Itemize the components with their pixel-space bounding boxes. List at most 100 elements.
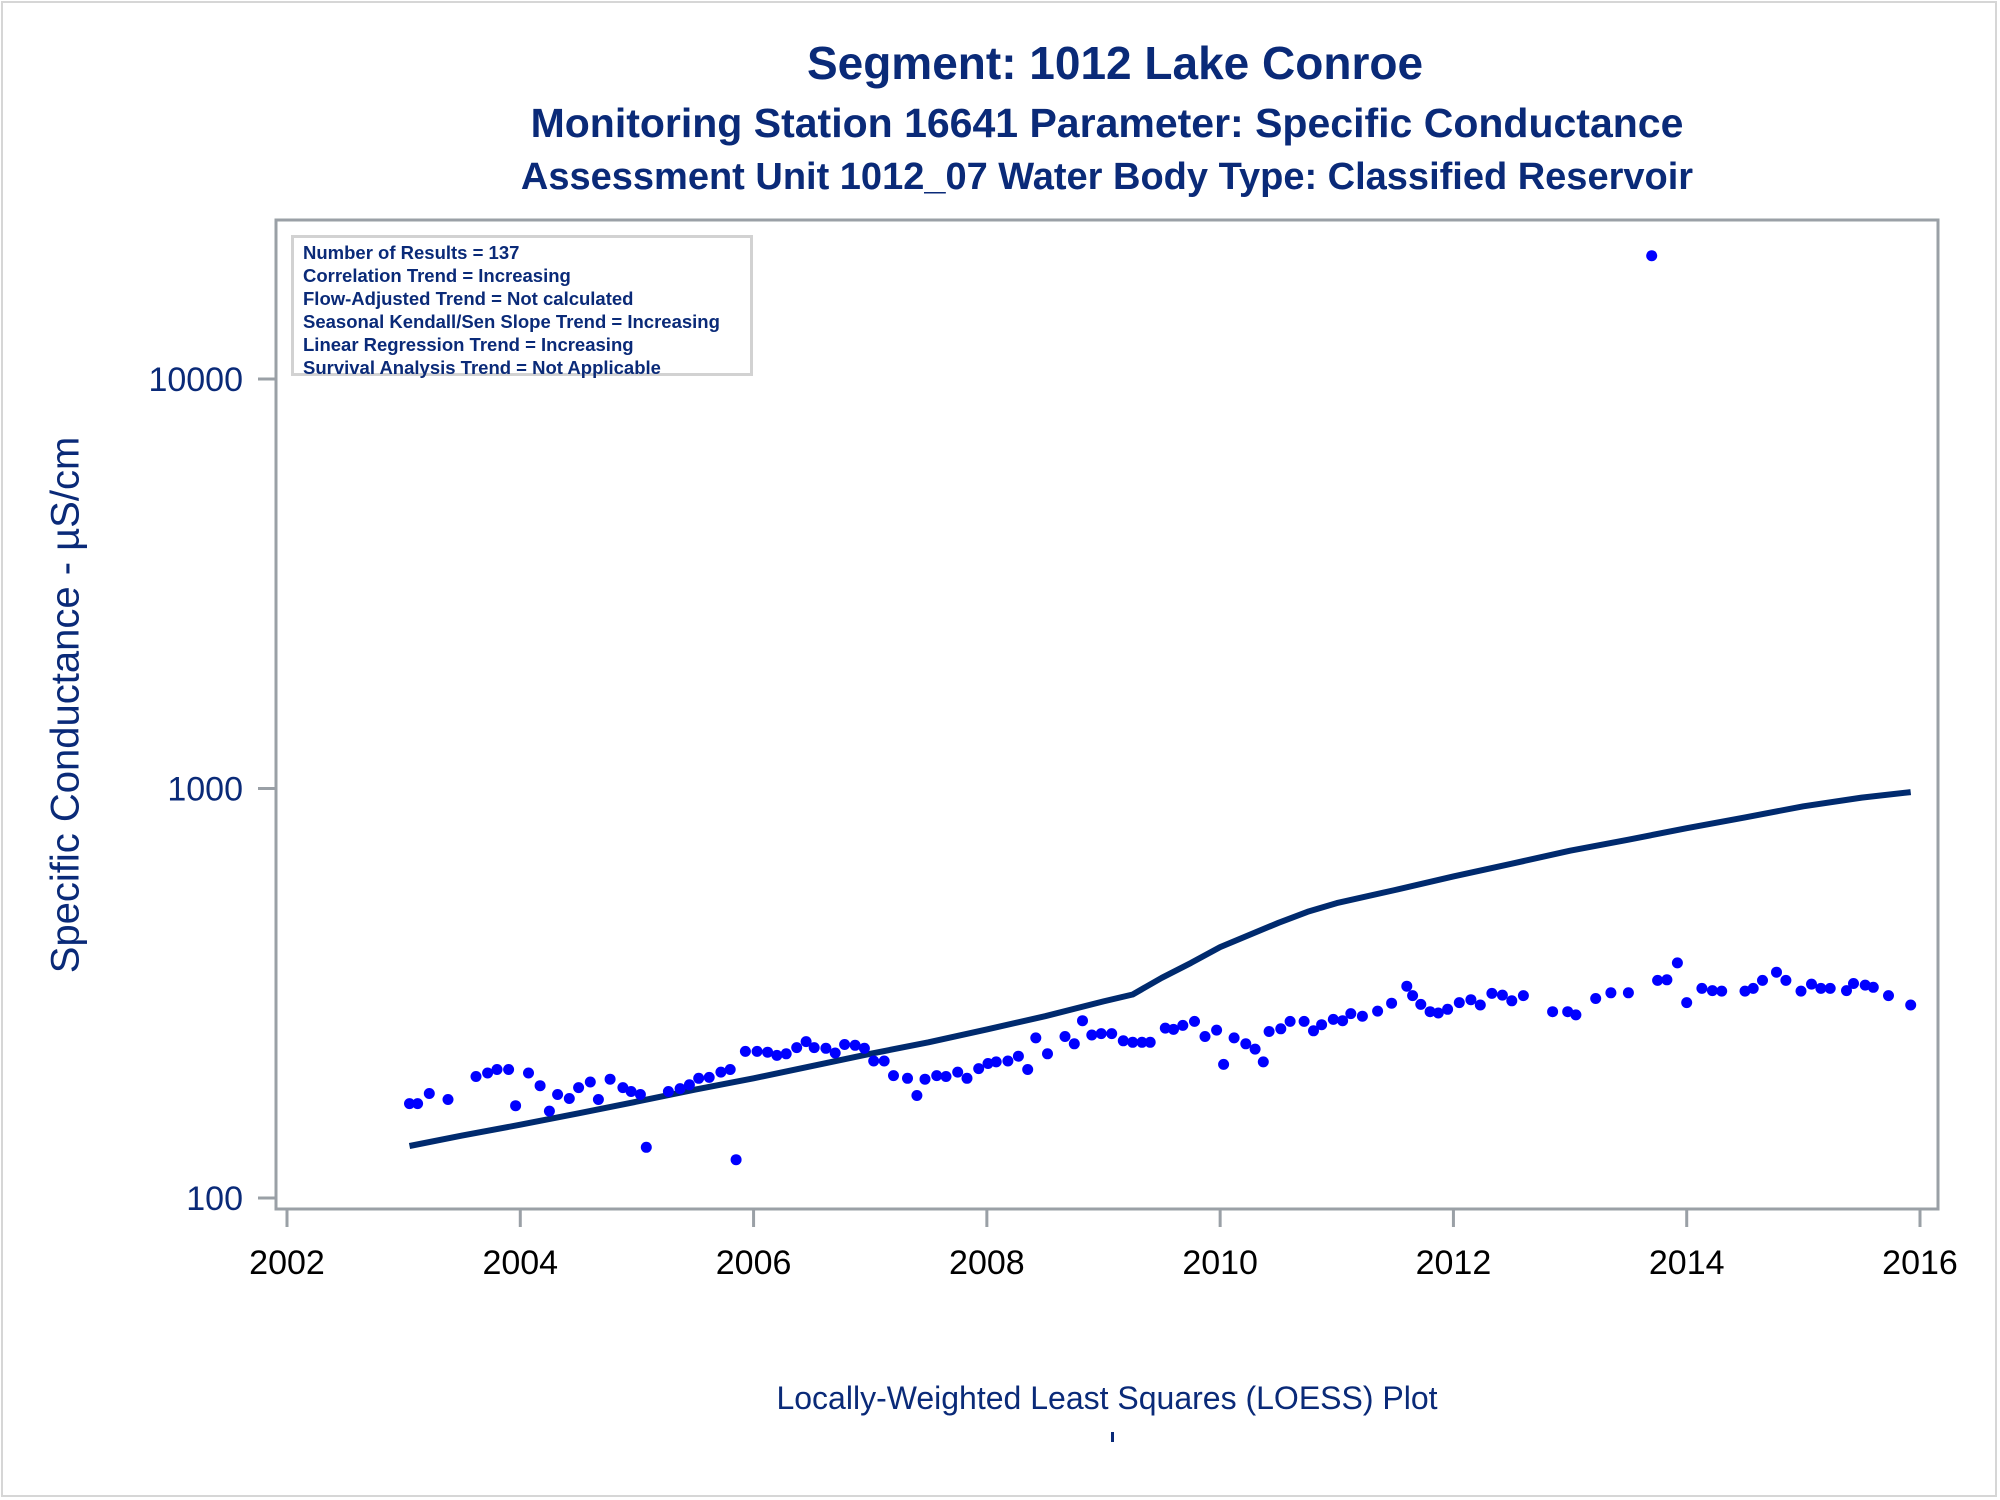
data-point xyxy=(1547,1006,1559,1018)
data-point xyxy=(503,1064,515,1075)
data-point xyxy=(1316,1019,1328,1031)
data-point xyxy=(423,1088,435,1099)
data-point xyxy=(1815,982,1827,994)
data-point xyxy=(868,1055,880,1067)
loess-line-layer xyxy=(408,789,1912,1149)
data-point xyxy=(1401,980,1413,992)
x-tick-label: 2008 xyxy=(949,1244,1025,1282)
data-point xyxy=(1136,1036,1148,1048)
data-point xyxy=(1086,1029,1098,1041)
stat-linear-regression-trend: Linear Regression Trend = Increasing xyxy=(303,334,634,355)
data-point xyxy=(1386,997,1398,1009)
data-point xyxy=(911,1090,923,1101)
data-point xyxy=(404,1098,415,1110)
data-point xyxy=(563,1093,575,1104)
chart-subtitle-station: Monitoring Station 16641 Parameter: Spec… xyxy=(530,100,1684,146)
data-point xyxy=(952,1066,964,1078)
data-point xyxy=(1042,1048,1053,1060)
data-point xyxy=(1867,981,1879,993)
data-point xyxy=(1806,978,1817,990)
data-points-layer xyxy=(404,250,1917,1166)
data-point xyxy=(1022,1064,1034,1075)
data-point xyxy=(1218,1058,1230,1070)
chart-title: Segment: 1012 Lake Conroe xyxy=(806,37,1424,89)
data-point xyxy=(1068,1038,1080,1050)
stat-number-of-results: Number of Results = 137 xyxy=(303,242,520,263)
data-point xyxy=(1570,1009,1582,1021)
data-point xyxy=(1681,997,1693,1009)
data-point xyxy=(990,1056,1002,1068)
x-tick-label: 2010 xyxy=(1182,1244,1258,1282)
data-point xyxy=(1453,997,1465,1009)
data-point xyxy=(1228,1032,1240,1044)
stat-seasonal-kendall-trend: Seasonal Kendall/Sen Slope Trend = Incre… xyxy=(303,311,720,332)
data-point xyxy=(800,1036,812,1048)
data-point xyxy=(1059,1031,1071,1042)
data-point xyxy=(858,1042,870,1054)
data-point xyxy=(1465,994,1477,1006)
data-point xyxy=(849,1039,861,1051)
data-point xyxy=(1284,1015,1296,1027)
data-point xyxy=(470,1071,482,1082)
data-point xyxy=(1432,1007,1444,1019)
data-point xyxy=(715,1066,727,1078)
data-point xyxy=(1077,1015,1088,1027)
data-point xyxy=(829,1047,841,1059)
trend-stats-box: Number of Results = 137 Correlation Tren… xyxy=(291,235,753,378)
data-point xyxy=(1905,999,1917,1011)
data-point xyxy=(573,1082,585,1094)
data-point xyxy=(919,1073,931,1085)
x-tick-label: 2004 xyxy=(482,1244,558,1282)
data-point xyxy=(1590,993,1602,1004)
stat-flow-adjusted-trend: Flow-Adjusted Trend = Not calculated xyxy=(303,288,634,309)
data-point xyxy=(1263,1026,1275,1037)
data-point xyxy=(1474,999,1486,1011)
y-axis: 100 1000 10000 xyxy=(148,361,276,1218)
data-point xyxy=(739,1045,751,1057)
data-point xyxy=(683,1079,695,1091)
data-point xyxy=(1424,1006,1436,1018)
data-point xyxy=(1496,989,1508,1001)
data-point xyxy=(751,1045,763,1057)
data-point xyxy=(1696,982,1708,994)
data-point xyxy=(1240,1038,1252,1050)
data-point xyxy=(1144,1036,1156,1048)
data-point xyxy=(442,1094,454,1105)
y-tick-label: 1000 xyxy=(167,771,243,809)
data-point xyxy=(1486,987,1498,999)
x-tick-label: 2006 xyxy=(716,1244,792,1282)
data-point xyxy=(1298,1015,1310,1027)
data-point xyxy=(1275,1023,1287,1035)
data-point xyxy=(640,1141,652,1153)
data-point xyxy=(762,1046,774,1058)
x-tick-label: 2012 xyxy=(1416,1244,1492,1282)
plot-frame xyxy=(274,218,1940,1211)
data-point xyxy=(1407,990,1419,1002)
data-point xyxy=(1002,1055,1014,1067)
data-point xyxy=(961,1072,973,1084)
data-point xyxy=(808,1042,820,1054)
stat-correlation-trend: Correlation Trend = Increasing xyxy=(303,265,571,286)
y-axis-label: Specific Conductance - µS/cm xyxy=(43,436,88,974)
data-point xyxy=(1327,1013,1339,1025)
data-point xyxy=(1824,982,1836,994)
data-point xyxy=(412,1098,424,1110)
data-point xyxy=(982,1058,994,1069)
data-point xyxy=(662,1086,674,1097)
data-point xyxy=(1883,990,1894,1002)
data-point xyxy=(1646,250,1658,262)
data-point xyxy=(839,1039,851,1050)
loess-line xyxy=(408,789,1912,1149)
data-point xyxy=(1442,1003,1454,1015)
data-point xyxy=(1661,974,1673,986)
data-point xyxy=(491,1064,503,1075)
data-point xyxy=(1757,974,1768,986)
data-point xyxy=(1117,1035,1129,1047)
data-point xyxy=(1177,1019,1189,1031)
data-point xyxy=(1095,1028,1107,1040)
data-point xyxy=(693,1072,705,1084)
data-point xyxy=(482,1067,494,1079)
data-point xyxy=(940,1071,952,1082)
